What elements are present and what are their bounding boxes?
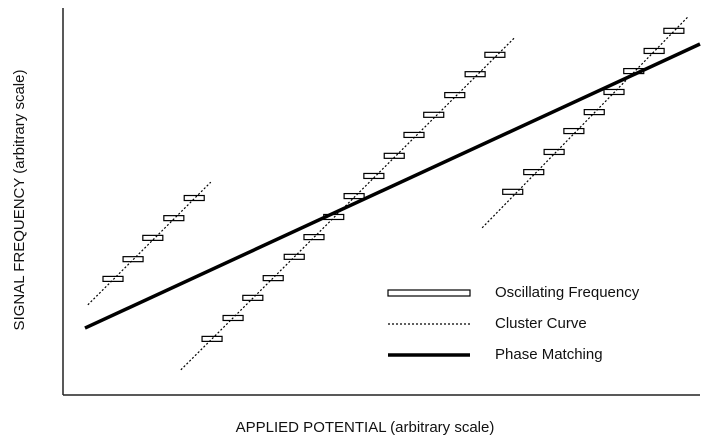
oscillating-marker (444, 91, 466, 99)
oscillating-marker (643, 47, 665, 55)
oscillating-marker (663, 27, 685, 34)
legend-label: Phase Matching (495, 346, 603, 363)
cluster-curve (87, 16, 689, 371)
oscillating-marker (403, 131, 425, 139)
legend-label: Oscillating Frequency (495, 284, 640, 301)
oscillating-marker (423, 111, 445, 118)
oscillating-marker (563, 127, 585, 135)
oscillating-marker (142, 234, 164, 241)
oscillating-marker (183, 194, 205, 202)
oscillating-marker (523, 168, 545, 176)
oscillating-marker (502, 188, 524, 195)
oscillating-marker (201, 335, 223, 342)
phase-matching-line (84, 42, 701, 330)
oscillating-marker (262, 275, 284, 282)
oscillating-marker (464, 71, 486, 78)
oscillating-marker (163, 215, 185, 222)
oscillating-marker (543, 148, 565, 156)
oscillating-marker (484, 51, 506, 58)
legend-swatch (387, 289, 471, 297)
oscillating-marker (343, 192, 365, 200)
legend-label: Cluster Curve (495, 315, 587, 332)
oscillating-marker (363, 172, 385, 180)
y-axis-label: SIGNAL FREQUENCY (arbitrary scale) (11, 70, 28, 331)
x-axis-label: APPLIED POTENTIAL (arbitrary scale) (236, 419, 495, 436)
oscillating-marker (383, 152, 405, 159)
